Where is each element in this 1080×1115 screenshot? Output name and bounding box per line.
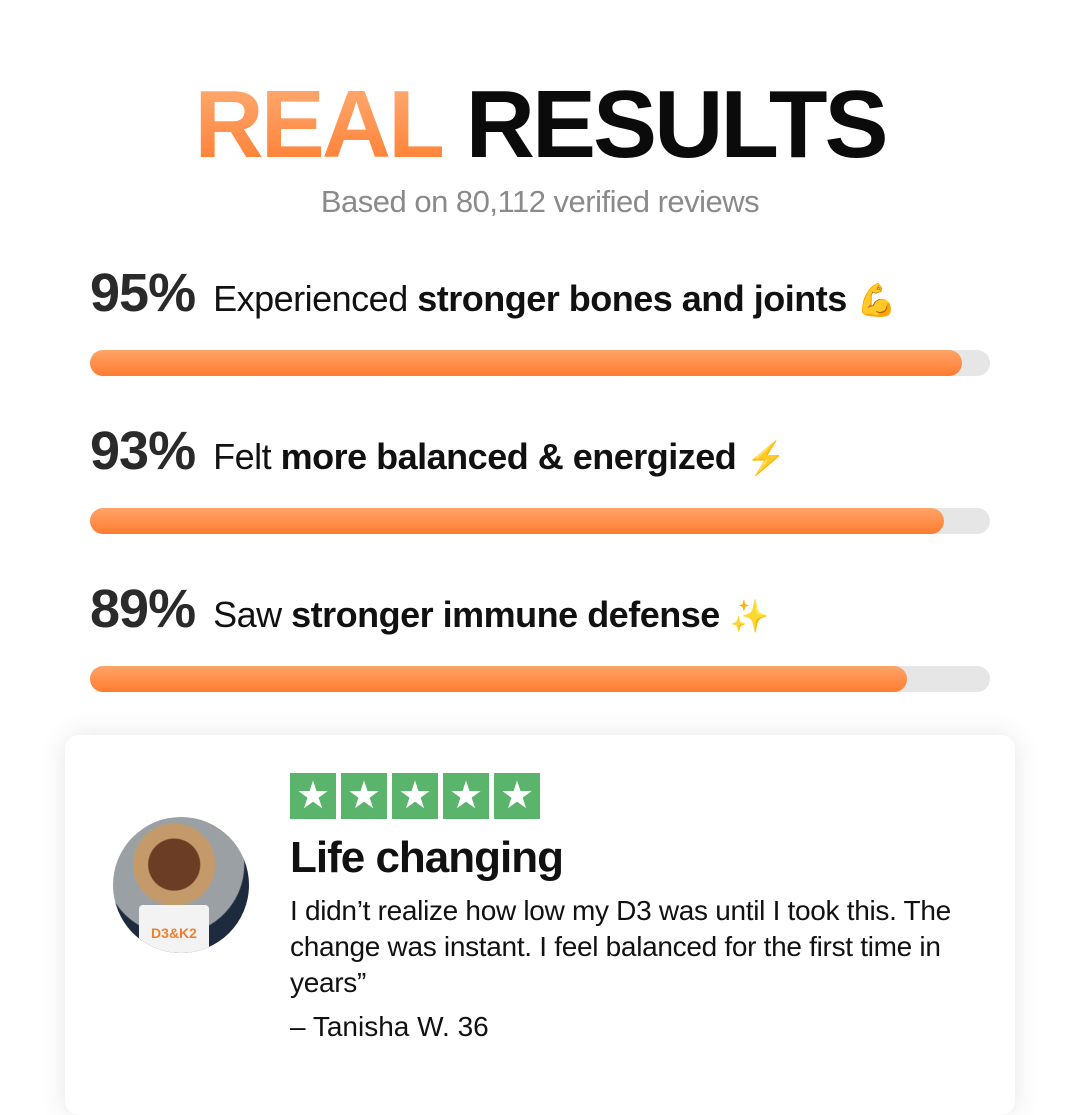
stat-item: 93% Felt more balanced & energized ⚡ (90, 420, 1010, 534)
headline: REAL RESULTS (194, 71, 888, 178)
review-body: I didn’t realize how low my D3 was until… (290, 895, 951, 998)
emoji-icon: 💪 (856, 282, 897, 318)
product-pack: D3&K2 (139, 905, 209, 953)
progress-bar (90, 508, 990, 534)
stat-label: Felt more balanced & energized (213, 436, 737, 477)
star-rating: ★ ★ ★ ★ ★ (290, 773, 540, 819)
stat-label: Experienced stronger bones and joints (213, 278, 847, 319)
star-icon: ★ (290, 773, 336, 819)
review-title: Life changing (290, 833, 564, 882)
star-icon: ★ (341, 773, 387, 819)
star-icon: ★ (494, 773, 540, 819)
stat-label: Saw stronger immune defense (213, 594, 720, 635)
progress-bar (90, 666, 990, 692)
star-icon: ★ (443, 773, 489, 819)
stat-item: 89% Saw stronger immune defense ✨ (90, 578, 1010, 692)
progress-fill (90, 350, 963, 376)
stat-percent: 89% (90, 579, 196, 639)
emoji-icon: ✨ (729, 598, 770, 634)
stat-percent: 93% (90, 421, 196, 481)
emoji-icon: ⚡ (746, 440, 787, 476)
progress-fill (90, 666, 908, 692)
stat-item: 95% Experienced stronger bones and joints… (90, 262, 1010, 376)
avatar: D3&K2 (113, 817, 249, 953)
progress-fill (90, 508, 944, 534)
progress-bar (90, 350, 990, 376)
review-author: – Tanisha W. 36 (290, 1011, 489, 1042)
star-icon: ★ (392, 773, 438, 819)
stat-percent: 95% (90, 263, 196, 323)
subtitle: Based on 80,112 verified reviews (320, 184, 760, 219)
review-card: D3&K2 ★ ★ ★ ★ ★ Life changing I didn’t reali… (65, 735, 1015, 1115)
